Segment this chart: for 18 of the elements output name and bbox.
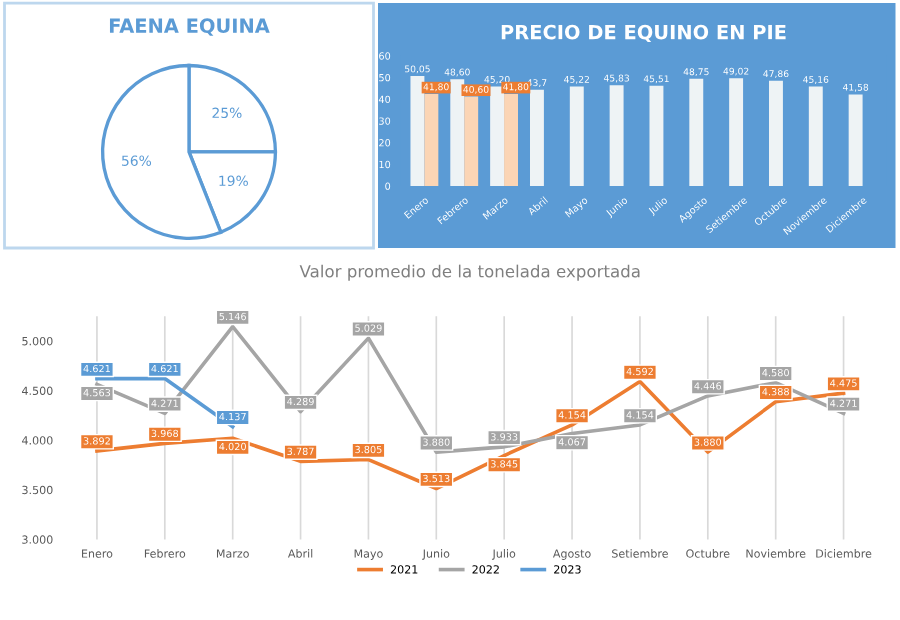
bar: [424, 93, 439, 186]
bar: [729, 78, 744, 186]
bar: [649, 85, 664, 186]
chart-title: Valor promedio de la tonelada exportada: [299, 264, 640, 281]
chart-title: FAENA EQUINA: [109, 18, 270, 36]
bar: [689, 78, 704, 186]
bar: [410, 76, 425, 186]
bar: [569, 86, 584, 186]
bar: [609, 85, 624, 186]
bar: [490, 86, 505, 186]
bar: [504, 93, 519, 186]
bar: [529, 89, 544, 186]
bar: [464, 96, 479, 186]
bar: [768, 80, 783, 186]
bar: [450, 79, 465, 186]
bar: [848, 94, 863, 186]
bar: [808, 86, 823, 186]
chart-title: PRECIO DE EQUINO EN PIE: [501, 24, 786, 42]
